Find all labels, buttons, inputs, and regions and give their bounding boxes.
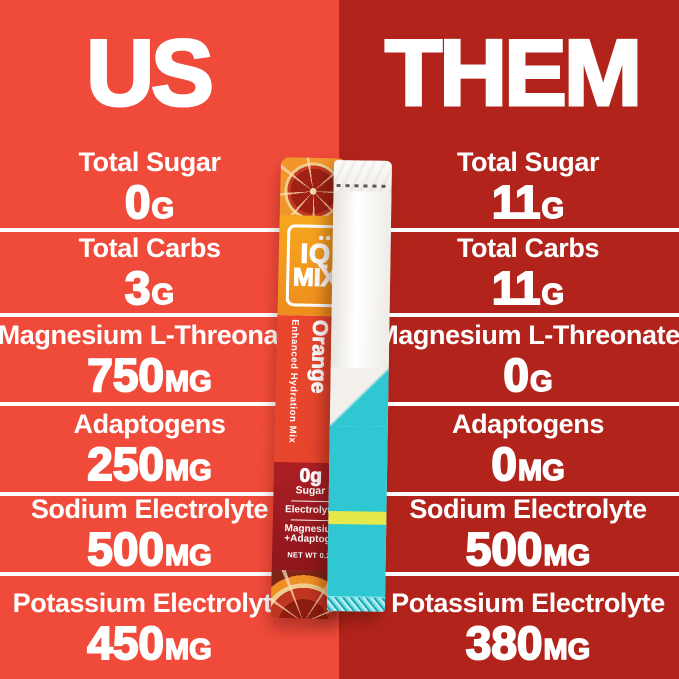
row-value: 450MG [86, 617, 212, 669]
them-panel: THEM Total Sugar 11G Total Carbs 11G Mag… [339, 0, 679, 679]
net-weight: NET WT 0.2 [287, 549, 331, 560]
table-row: Total Sugar 11G [339, 145, 679, 228]
row-divider [0, 228, 339, 232]
row-divider [0, 313, 339, 317]
row-label: Total Carbs [78, 232, 221, 263]
row-value: 750MG [86, 348, 212, 401]
row-value: 500MG [465, 523, 591, 576]
row-unit: G [541, 192, 565, 225]
row-value: 11G [491, 261, 565, 314]
white-teal-transition [329, 367, 389, 427]
panel-divider [290, 518, 333, 522]
row-divider [0, 492, 339, 496]
us-title: US [85, 19, 216, 125]
them-rows: Total Sugar 11G Total Carbs 11G Magnesiu… [339, 145, 679, 679]
packet-bottom-texture [326, 595, 386, 612]
row-value: 11G [491, 175, 565, 228]
row-label: Adaptogens [73, 409, 226, 440]
table-row: Adaptogens 0MG [339, 406, 679, 492]
table-row: Potassium Electrolyte 380MG [339, 576, 679, 679]
row-divider [339, 492, 679, 496]
row-label: Adaptogens [451, 409, 604, 440]
row-unit: MG [164, 455, 212, 488]
row-label: Sodium Electrolyte [409, 494, 647, 525]
row-label: Potassium Electrolyte [12, 588, 287, 618]
table-row: Sodium Electrolyte 500MG [0, 494, 339, 576]
row-unit: G [151, 192, 175, 225]
competitor-teal-section [326, 425, 388, 612]
row-label: Sodium Electrolyte [30, 494, 269, 525]
row-unit: MG [164, 634, 212, 666]
table-row: Adaptogens 250MG [0, 406, 339, 492]
table-row: Total Carbs 11G [339, 232, 679, 313]
table-row: Total Carbs 3G [0, 232, 339, 313]
row-label: Magnesium L-Threonate [0, 319, 302, 350]
us-rows: Total Sugar 0G Total Carbs 3G Magnesium … [0, 145, 339, 679]
row-unit: MG [164, 540, 212, 573]
row-value: 0MG [490, 438, 565, 491]
table-row: Total Sugar 0G [0, 145, 339, 228]
row-divider [339, 572, 679, 576]
row-unit: MG [517, 455, 565, 488]
row-label: Magnesium L-Threonate [376, 319, 679, 350]
packet-crimp-seal [333, 160, 392, 192]
them-title: THEM [383, 19, 643, 125]
brand-line2: MIX [292, 263, 338, 293]
row-value: 0G [124, 175, 175, 228]
row-unit: G [151, 278, 175, 311]
logo-dots [319, 235, 331, 241]
row-unit: G [541, 278, 565, 311]
competitor-white-body [330, 190, 392, 369]
row-value: 0G [502, 348, 553, 401]
row-label: Total Sugar [456, 146, 600, 177]
row-divider [0, 572, 339, 576]
row-value: 3G [124, 261, 175, 314]
row-unit: G [529, 365, 553, 398]
table-row: Sodium Electrolyte 500MG [339, 494, 679, 576]
flavor-text: Orange [306, 319, 332, 394]
panel-divider [291, 499, 334, 503]
row-unit: MG [543, 634, 591, 666]
row-label: Total Carbs [456, 232, 600, 263]
row-divider [339, 402, 679, 406]
table-row: Magnesium L-Threonate 0G [339, 317, 679, 402]
row-divider [0, 402, 339, 406]
row-divider [339, 313, 679, 317]
product-packet-them [326, 160, 392, 612]
tagline-text: Enhanced Hydration Mix [286, 319, 301, 444]
row-unit: MG [164, 365, 212, 398]
table-row: Potassium Electrolyte 450MG [0, 576, 339, 679]
row-value: 500MG [86, 523, 212, 576]
row-value: 380MG [465, 617, 591, 669]
row-divider [339, 228, 679, 232]
row-label: Total Sugar [78, 146, 221, 177]
yellow-stripe [328, 511, 387, 525]
table-row: Magnesium L-Threonate 750MG [0, 317, 339, 402]
row-label: Potassium Electrolyte [391, 588, 665, 618]
panel-adaptogens: +Adaptogens [284, 533, 347, 546]
row-value: 250MG [86, 438, 212, 491]
row-unit: MG [543, 540, 591, 573]
crimp-dashes [337, 184, 389, 188]
